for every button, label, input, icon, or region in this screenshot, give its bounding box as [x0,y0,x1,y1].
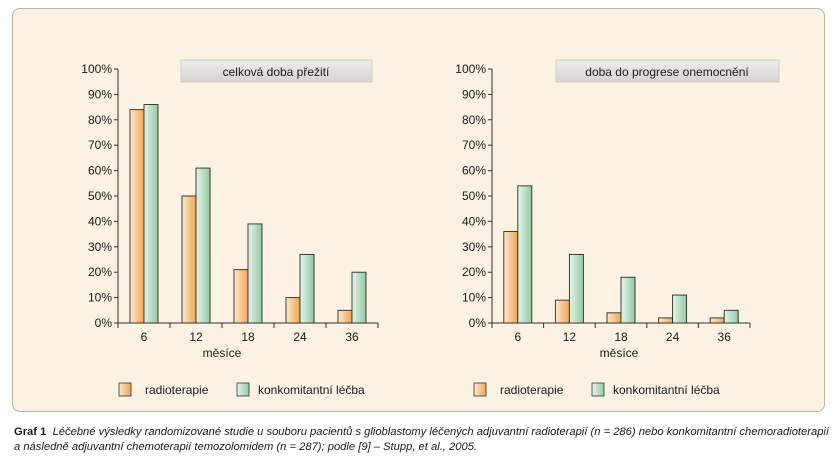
bar-radioterapie [503,231,519,324]
x-tick-label: 18 [241,330,255,344]
chart-title-box [555,59,780,83]
y-tick-label: 30% [462,240,486,254]
bar-radioterapie [233,269,249,324]
y-tick-label: 0% [469,316,487,330]
bar-radioterapie [606,312,622,324]
y-tick-label: 100% [81,62,112,76]
bar-konkomitantni [723,309,739,324]
bar-radioterapie [337,309,353,324]
y-tick-label: 40% [462,214,486,228]
bar-konkomitantni [299,253,315,324]
x-tick-label: 18 [614,330,628,344]
chart-progression-free: doba do progrese onemocnění měsíce radio… [455,59,780,397]
bar-konkomitantni [247,223,263,324]
y-tick-label: 10% [88,291,112,305]
bar-konkomitantni [351,271,367,324]
bar-radioterapie [709,317,725,324]
x-tick-label: 36 [345,330,359,344]
bar-konkomitantni [195,167,211,324]
legend-label-radioterapie: radioterapie [145,383,209,397]
y-tick-label: 80% [462,113,486,127]
figure-caption: Graf 1 Léčebné výsledky randomizované st… [14,425,829,455]
chart-title: celková doba přežití [223,65,330,79]
y-tick-label: 30% [88,240,112,254]
x-tick-label: 24 [666,330,680,344]
y-tick-label: 40% [88,214,112,228]
x-tick-label: 12 [189,330,203,344]
y-tick-label: 50% [88,189,112,203]
x-tick-label: 12 [563,330,577,344]
legend-swatch-radioterapie [473,382,487,397]
y-tick-label: 20% [88,265,112,279]
y-tick-label: 60% [88,164,112,178]
legend-swatch-radioterapie [118,382,132,397]
x-axis-label: měsíce [203,346,242,360]
chart-overall-survival: celková doba přežití měsíce radioterapie… [81,59,379,397]
y-tick-label: 20% [462,265,486,279]
bar-radioterapie [129,109,145,324]
x-tick-label: 36 [718,330,732,344]
chart-title: doba do progrese onemocnění [585,65,749,79]
bar-konkomitantni [143,104,159,324]
bar-radioterapie [554,299,570,324]
bar-radioterapie [658,317,674,324]
y-tick-label: 10% [462,291,486,305]
x-axis-label: měsíce [600,346,639,360]
legend-label-konkomitantni: konkomitantní léčba [258,383,365,397]
bar-konkomitantni [517,185,533,324]
y-tick-label: 50% [462,189,486,203]
chart-title-box [180,59,373,83]
bar-konkomitantni [672,294,688,324]
legend-swatch-konkomitantni [236,382,250,397]
bar-konkomitantni [568,253,584,324]
y-tick-label: 90% [462,87,486,101]
caption-text: Léčebné výsledky randomizované studie u … [14,426,830,453]
y-tick-label: 70% [462,138,486,152]
legend-label-konkomitantni: konkomitantní léčba [613,383,720,397]
y-tick-label: 70% [88,138,112,152]
y-tick-label: 0% [95,316,113,330]
caption-label: Graf 1 [14,426,47,438]
y-tick-label: 90% [88,87,112,101]
bar-radioterapie [181,195,197,324]
x-tick-label: 6 [514,330,521,344]
bar-radioterapie [285,297,301,324]
x-tick-label: 6 [141,330,148,344]
legend-label-radioterapie: radioterapie [500,383,564,397]
y-tick-label: 100% [455,62,486,76]
y-tick-label: 60% [462,164,486,178]
bar-konkomitantni [620,276,636,324]
legend-swatch-konkomitantni [591,382,605,397]
x-tick-label: 24 [293,330,307,344]
y-tick-label: 80% [88,113,112,127]
